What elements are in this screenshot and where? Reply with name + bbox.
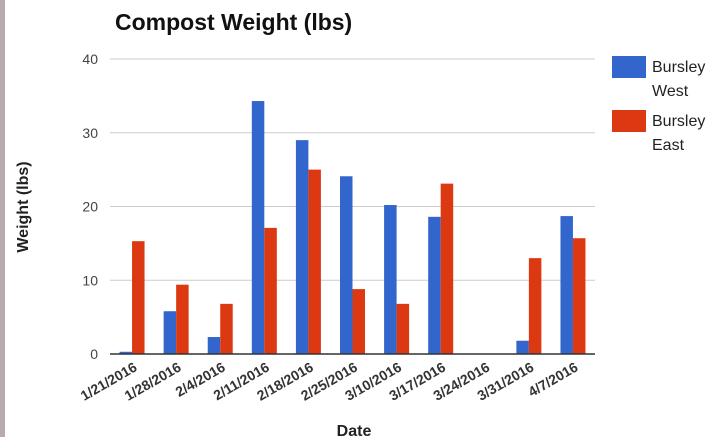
chart-title: Compost Weight (lbs) [115,9,352,35]
bar [528,258,542,354]
legend-label: Bursley East [652,113,706,154]
bar [396,303,410,354]
y-tick-label: 20 [82,199,98,215]
bar [560,216,573,354]
y-tick-label: 0 [90,346,98,362]
legend-label: Bursley West [652,59,706,100]
legend-swatch [612,110,646,132]
bar [220,303,233,354]
bar [352,289,365,354]
legend-item: Bursley West [612,56,717,104]
legend-swatch [612,56,646,78]
y-tick-label: 10 [82,272,98,288]
bar [176,284,189,354]
x-tick-label: 4/7/2016 [525,359,580,400]
bar [516,340,529,354]
bar [207,337,221,354]
bar [428,216,441,354]
bar [340,176,353,354]
bar [163,311,177,354]
bar [295,140,309,354]
bar [132,241,145,354]
x-axis-title: Date [337,423,372,437]
bar [251,101,265,354]
bar [119,351,133,354]
bar [384,205,397,354]
bar [308,169,321,354]
bar [572,238,586,354]
y-tick-label: 30 [82,125,98,141]
y-tick-label: 40 [82,51,98,67]
legend-item: Bursley East [612,110,717,158]
window-edge [0,0,5,437]
bar [264,227,277,354]
y-axis-title: Weight (lbs) [15,161,32,252]
bar [440,183,454,354]
